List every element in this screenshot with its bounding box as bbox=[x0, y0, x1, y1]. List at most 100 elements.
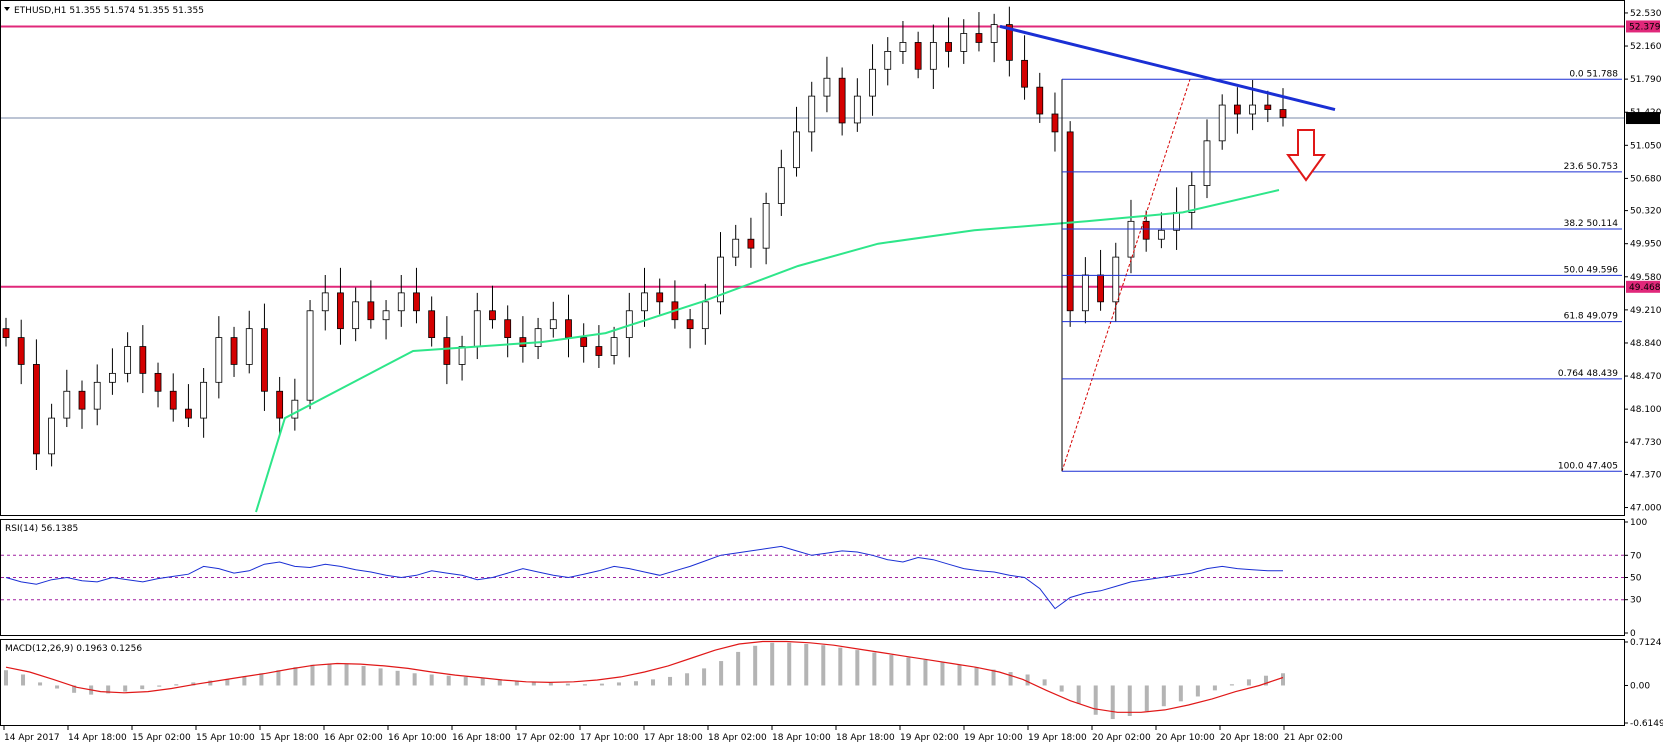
macd-histogram-bar bbox=[855, 650, 860, 686]
chart-header: ETHUSD,H1 51.355 51.574 51.355 51.355 bbox=[14, 6, 204, 16]
candle-body bbox=[321, 292, 329, 312]
candle-body bbox=[1081, 274, 1089, 312]
candle bbox=[139, 325, 147, 394]
macd-histogram-bar bbox=[1281, 673, 1285, 686]
candle-body bbox=[838, 77, 846, 124]
candle-body bbox=[914, 42, 922, 70]
collapse-icon[interactable] bbox=[4, 7, 10, 11]
macd-histogram-bar bbox=[1212, 685, 1217, 691]
macd-histogram-bar bbox=[21, 674, 26, 686]
macd-histogram-bar bbox=[446, 675, 451, 686]
candle-body bbox=[808, 95, 816, 133]
candle bbox=[352, 287, 360, 342]
candle-body bbox=[1279, 109, 1287, 118]
current-price-tag: 51.355 bbox=[1629, 114, 1661, 124]
macd-histogram-bar bbox=[1127, 685, 1132, 716]
fib-level-label: 0.764 48.439 bbox=[1558, 369, 1618, 379]
fib-level-label: 100.0 47.405 bbox=[1558, 461, 1618, 471]
macd-histogram-bar bbox=[378, 668, 383, 686]
candle-body bbox=[1021, 59, 1028, 88]
candle-body bbox=[823, 77, 831, 97]
price-panel[interactable] bbox=[0, 0, 1625, 516]
macd-histogram-bar bbox=[531, 681, 536, 686]
candle-body bbox=[945, 42, 952, 52]
macd-histogram-bar bbox=[344, 664, 349, 686]
rsi-axis-label: 50 bbox=[1630, 574, 1642, 584]
price-axis-label: 47.000 bbox=[1630, 504, 1662, 514]
macd-histogram-bar bbox=[106, 685, 111, 694]
candle bbox=[245, 310, 253, 374]
candle-body bbox=[78, 390, 86, 410]
price-axis-label: 49.210 bbox=[1630, 306, 1662, 316]
macd-histogram-bar bbox=[1042, 679, 1047, 686]
time-axis-label: 17 Apr 02:00 bbox=[516, 733, 575, 743]
candle bbox=[63, 369, 71, 428]
time-axis-label: 15 Apr 10:00 bbox=[196, 733, 255, 743]
candle-body bbox=[1173, 211, 1180, 231]
macd-histogram-bar bbox=[599, 683, 604, 686]
candle bbox=[78, 380, 86, 429]
candle bbox=[1142, 210, 1150, 252]
candle bbox=[869, 44, 876, 116]
macd-histogram-bar bbox=[259, 673, 264, 686]
time-axis-label: 16 Apr 10:00 bbox=[388, 733, 447, 743]
macd-histogram-bar bbox=[123, 685, 128, 692]
fib-level-label: 23.6 50.753 bbox=[1564, 162, 1618, 172]
macd-histogram-bar bbox=[395, 670, 400, 686]
price-axis-label: 48.840 bbox=[1630, 339, 1662, 349]
price-axis-label: 50.320 bbox=[1630, 207, 1662, 217]
macd-panel[interactable] bbox=[0, 639, 1625, 726]
candle bbox=[124, 332, 132, 383]
macd-histogram-bar bbox=[1025, 674, 1030, 686]
candle-body bbox=[33, 364, 40, 455]
macd-histogram-bar bbox=[1059, 685, 1064, 692]
time-axis-label: 16 Apr 18:00 bbox=[452, 733, 511, 743]
macd-histogram-bar bbox=[991, 669, 996, 686]
macd-histogram-bar bbox=[1195, 685, 1200, 697]
macd-histogram-bar bbox=[906, 657, 911, 686]
candle-body bbox=[534, 328, 542, 347]
time-axis-label: 21 Apr 02:00 bbox=[1284, 733, 1343, 743]
support-price-tag-bg bbox=[1626, 280, 1660, 293]
candle-body bbox=[230, 337, 238, 365]
macd-histogram-bar bbox=[702, 668, 707, 686]
candle bbox=[443, 316, 451, 385]
macd-signal-line bbox=[5, 640, 1284, 713]
candle-body bbox=[413, 292, 420, 312]
time-axis-label: 18 Apr 02:00 bbox=[708, 733, 767, 743]
candle-body bbox=[549, 319, 557, 330]
macd-histogram-bar bbox=[514, 680, 519, 686]
candle bbox=[777, 149, 785, 216]
macd-histogram-bar bbox=[157, 685, 162, 687]
macd-histogram-bar bbox=[1178, 685, 1183, 702]
macd-histogram-bar bbox=[923, 659, 928, 686]
time-axis-label: 19 Apr 18:00 bbox=[1028, 733, 1087, 743]
price-axis-label: 52.160 bbox=[1630, 42, 1662, 52]
candle bbox=[169, 373, 177, 422]
candle-body bbox=[656, 292, 664, 303]
time-axis-label: 14 Apr 2017 bbox=[4, 733, 60, 743]
macd-histogram-bar bbox=[55, 685, 60, 689]
candle bbox=[945, 17, 952, 68]
candle-body bbox=[63, 390, 71, 419]
candle bbox=[2, 317, 10, 347]
candle bbox=[33, 339, 40, 470]
candle bbox=[489, 285, 496, 329]
candle-body bbox=[1249, 104, 1256, 115]
candle bbox=[717, 232, 724, 315]
candle bbox=[1066, 121, 1074, 327]
candle bbox=[899, 20, 907, 64]
candle-body bbox=[1127, 220, 1135, 258]
candle-body bbox=[853, 95, 861, 124]
candle-body bbox=[1112, 256, 1120, 303]
candle-body bbox=[48, 417, 56, 455]
macd-histogram-bar bbox=[276, 670, 281, 686]
macd-histogram-bar bbox=[1229, 684, 1234, 686]
candle-body bbox=[686, 319, 694, 330]
macd-histogram-bar bbox=[1161, 685, 1166, 707]
candle bbox=[1188, 171, 1196, 229]
candle-body bbox=[124, 346, 132, 374]
candle-body bbox=[458, 346, 466, 365]
macd-histogram-bar bbox=[974, 667, 979, 686]
macd-histogram-bar bbox=[1076, 685, 1081, 704]
